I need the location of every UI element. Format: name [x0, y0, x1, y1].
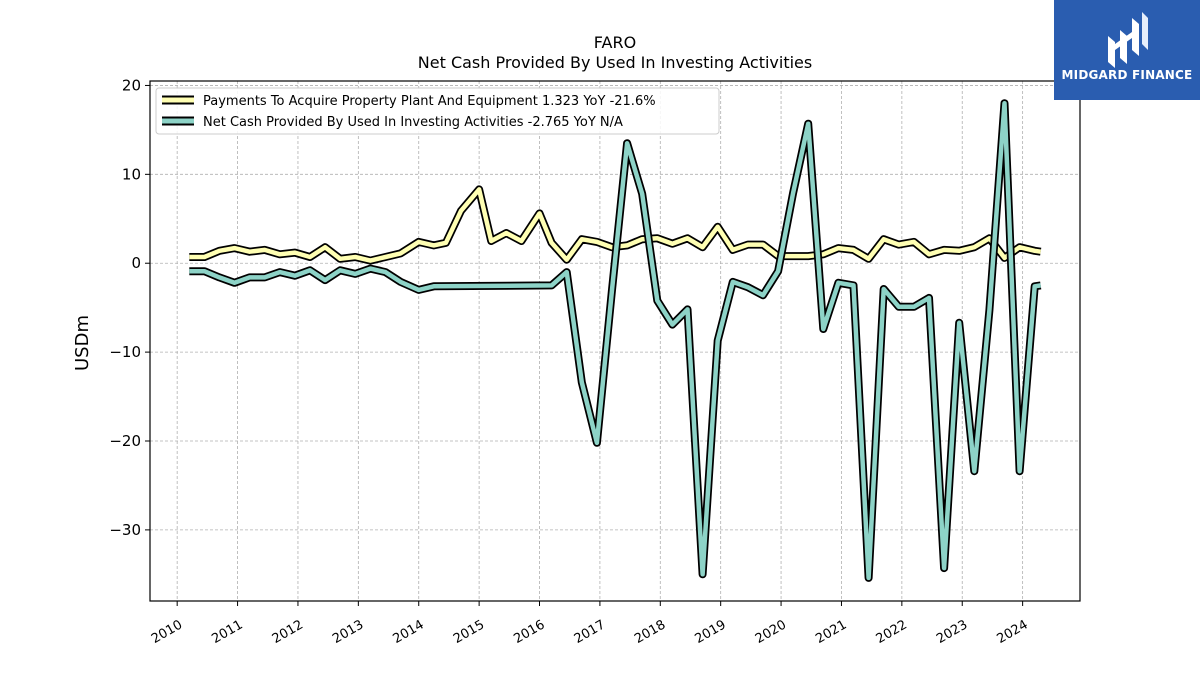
- x-tick-label: 2016: [511, 617, 547, 647]
- x-tick-label: 2022: [874, 617, 910, 647]
- x-tick-label: 2020: [753, 617, 789, 647]
- x-axis: 2010 2011 2012 2013 2014 2015 2016 2017 2018 2019…: [149, 601, 1031, 647]
- y-axis-label: USDm: [72, 315, 93, 371]
- y-axis: 20 10 0 −10 −20 −30: [109, 76, 150, 539]
- y-tick-label: 0: [131, 254, 141, 272]
- legend-item: Net Cash Provided By Used In Investing A…: [162, 115, 623, 130]
- x-tick-label: 2021: [813, 617, 849, 647]
- y-tick-label: 10: [122, 165, 141, 183]
- legend-box: [155, 87, 720, 135]
- y-tick-label: −10: [109, 343, 141, 361]
- x-tick-label: 2017: [572, 617, 608, 647]
- brand-name: MIDGARD FINANCE: [1061, 68, 1193, 82]
- series-line: [189, 100, 1042, 581]
- legend-label: Net Cash Provided By Used In Investing A…: [203, 115, 623, 130]
- x-tick-label: 2024: [994, 617, 1030, 647]
- legend-label: Payments To Acquire Property Plant And E…: [203, 94, 656, 109]
- chart-subtitle: Net Cash Provided By Used In Investing A…: [418, 53, 812, 72]
- x-tick-label: 2011: [209, 617, 245, 647]
- brand-logo: MIDGARD FINANCE: [1054, 0, 1200, 100]
- y-tick-label: 20: [122, 76, 141, 94]
- chart-title: FARO: [594, 33, 636, 52]
- x-tick-label: 2015: [451, 617, 487, 647]
- x-tick-label: 2018: [632, 617, 668, 647]
- x-tick-label: 2019: [693, 617, 729, 647]
- legend: Payments To Acquire Property Plant And E…: [155, 87, 720, 135]
- x-tick-label: 2013: [330, 617, 366, 647]
- x-tick-label: 2012: [270, 617, 306, 647]
- y-tick-label: −20: [109, 432, 141, 450]
- plot-frame: [149, 80, 1081, 602]
- y-tick-label: −30: [109, 521, 141, 539]
- x-tick-label: 2014: [391, 617, 427, 647]
- midgard-logo-icon: [1108, 12, 1148, 68]
- x-tick-label: 2023: [934, 617, 970, 647]
- plot-lines: [189, 99, 1042, 582]
- legend-item: Payments To Acquire Property Plant And E…: [162, 94, 656, 109]
- x-tick-label: 2010: [149, 617, 185, 647]
